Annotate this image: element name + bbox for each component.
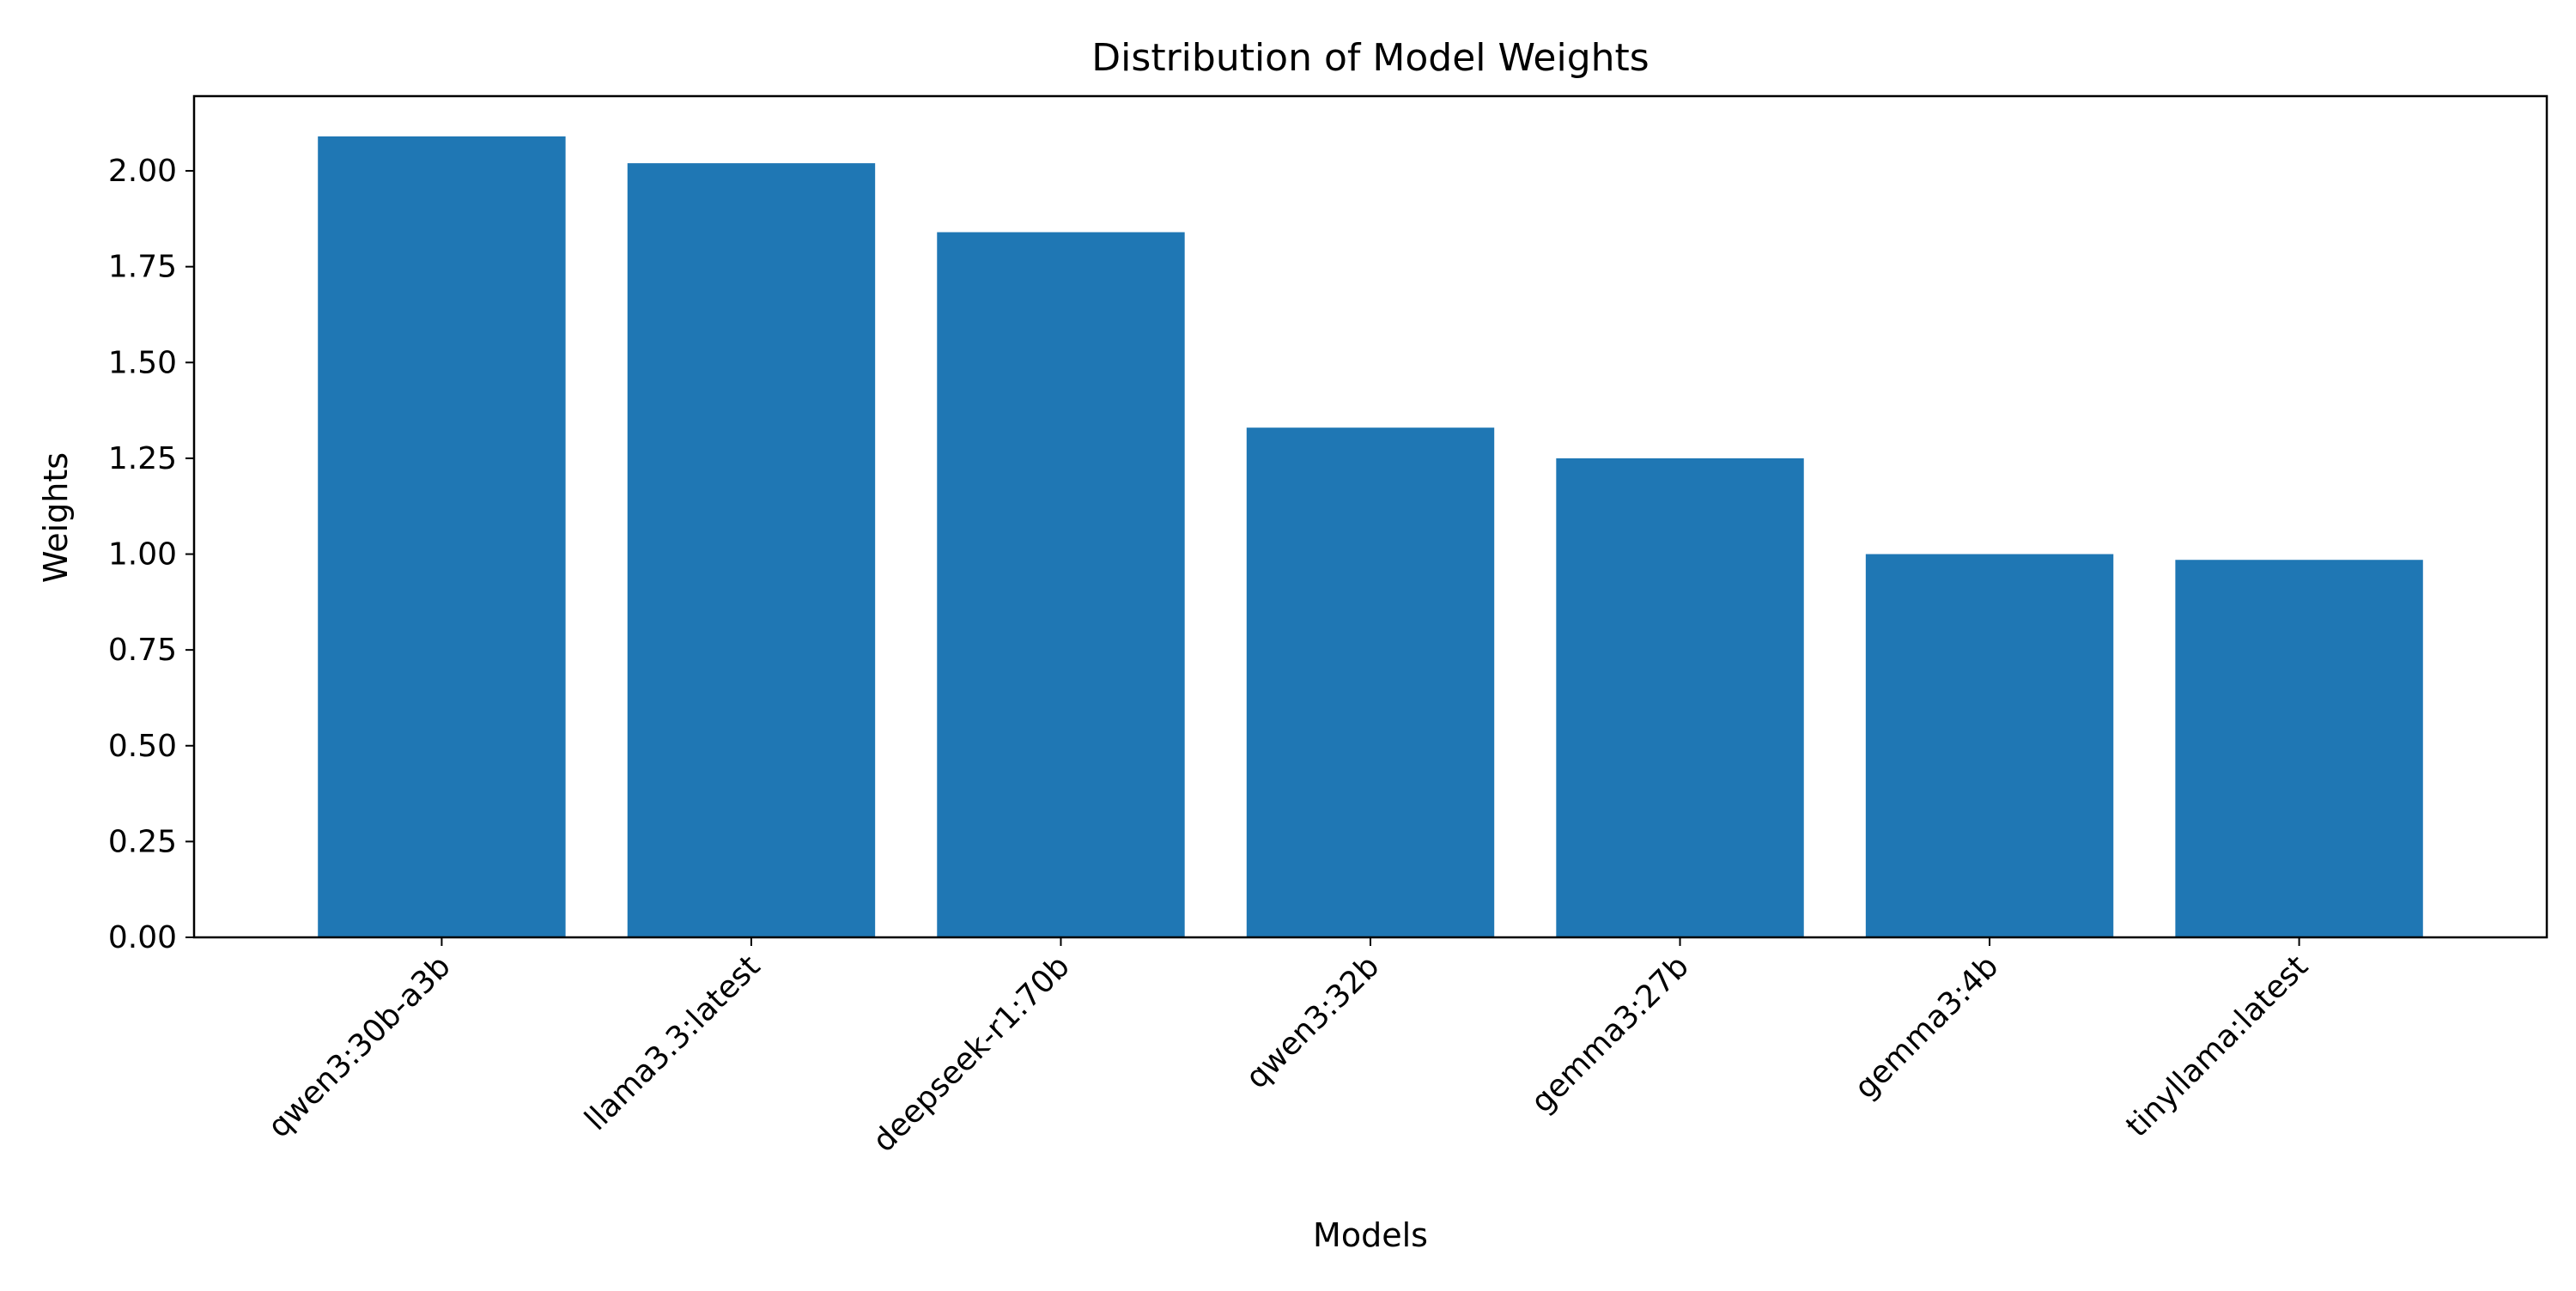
bar-0 <box>318 136 566 937</box>
x-axis-label: Models <box>1313 1216 1428 1254</box>
plot-area: 0.00 0.25 0.50 0.75 1.00 1.25 1.50 1.75 2.00 qwen… <box>108 94 2549 1159</box>
y-tick-label: 0.50 <box>108 729 177 764</box>
bar-6 <box>2175 560 2423 937</box>
bar-3 <box>1246 427 1495 937</box>
bar-1 <box>627 163 876 937</box>
y-tick-label: 0.75 <box>108 633 177 668</box>
x-tick-label: tinyllama:latest <box>2119 949 2315 1144</box>
y-tick-label: 1.25 <box>108 441 177 476</box>
chart-title: Distribution of Model Weights <box>1091 36 1649 80</box>
bar-2 <box>937 232 1185 937</box>
x-tick-label: gemma3:27b <box>1525 949 1696 1119</box>
x-tick-label: gemma3:4b <box>1848 949 2005 1106</box>
x-tick-label: llama3.3:latest <box>579 949 768 1137</box>
y-axis-label: Weights <box>37 452 75 583</box>
y-tick-label: 1.75 <box>108 250 177 285</box>
plot-frame <box>192 94 2549 939</box>
x-tick-label: qwen3:32b <box>1239 949 1386 1095</box>
bar-4 <box>1556 458 1804 937</box>
y-tick-label: 1.00 <box>108 537 177 573</box>
x-tick-label: deepseek-r1:70b <box>866 949 1077 1159</box>
x-tick-label: qwen3:30b-a3b <box>262 949 458 1144</box>
y-tick-label: 2.00 <box>108 154 177 189</box>
y-tick-label: 0.25 <box>108 824 177 859</box>
bar-5 <box>1865 554 2114 937</box>
y-tick-label: 0.00 <box>108 920 177 955</box>
y-tick-label: 1.50 <box>108 345 177 380</box>
